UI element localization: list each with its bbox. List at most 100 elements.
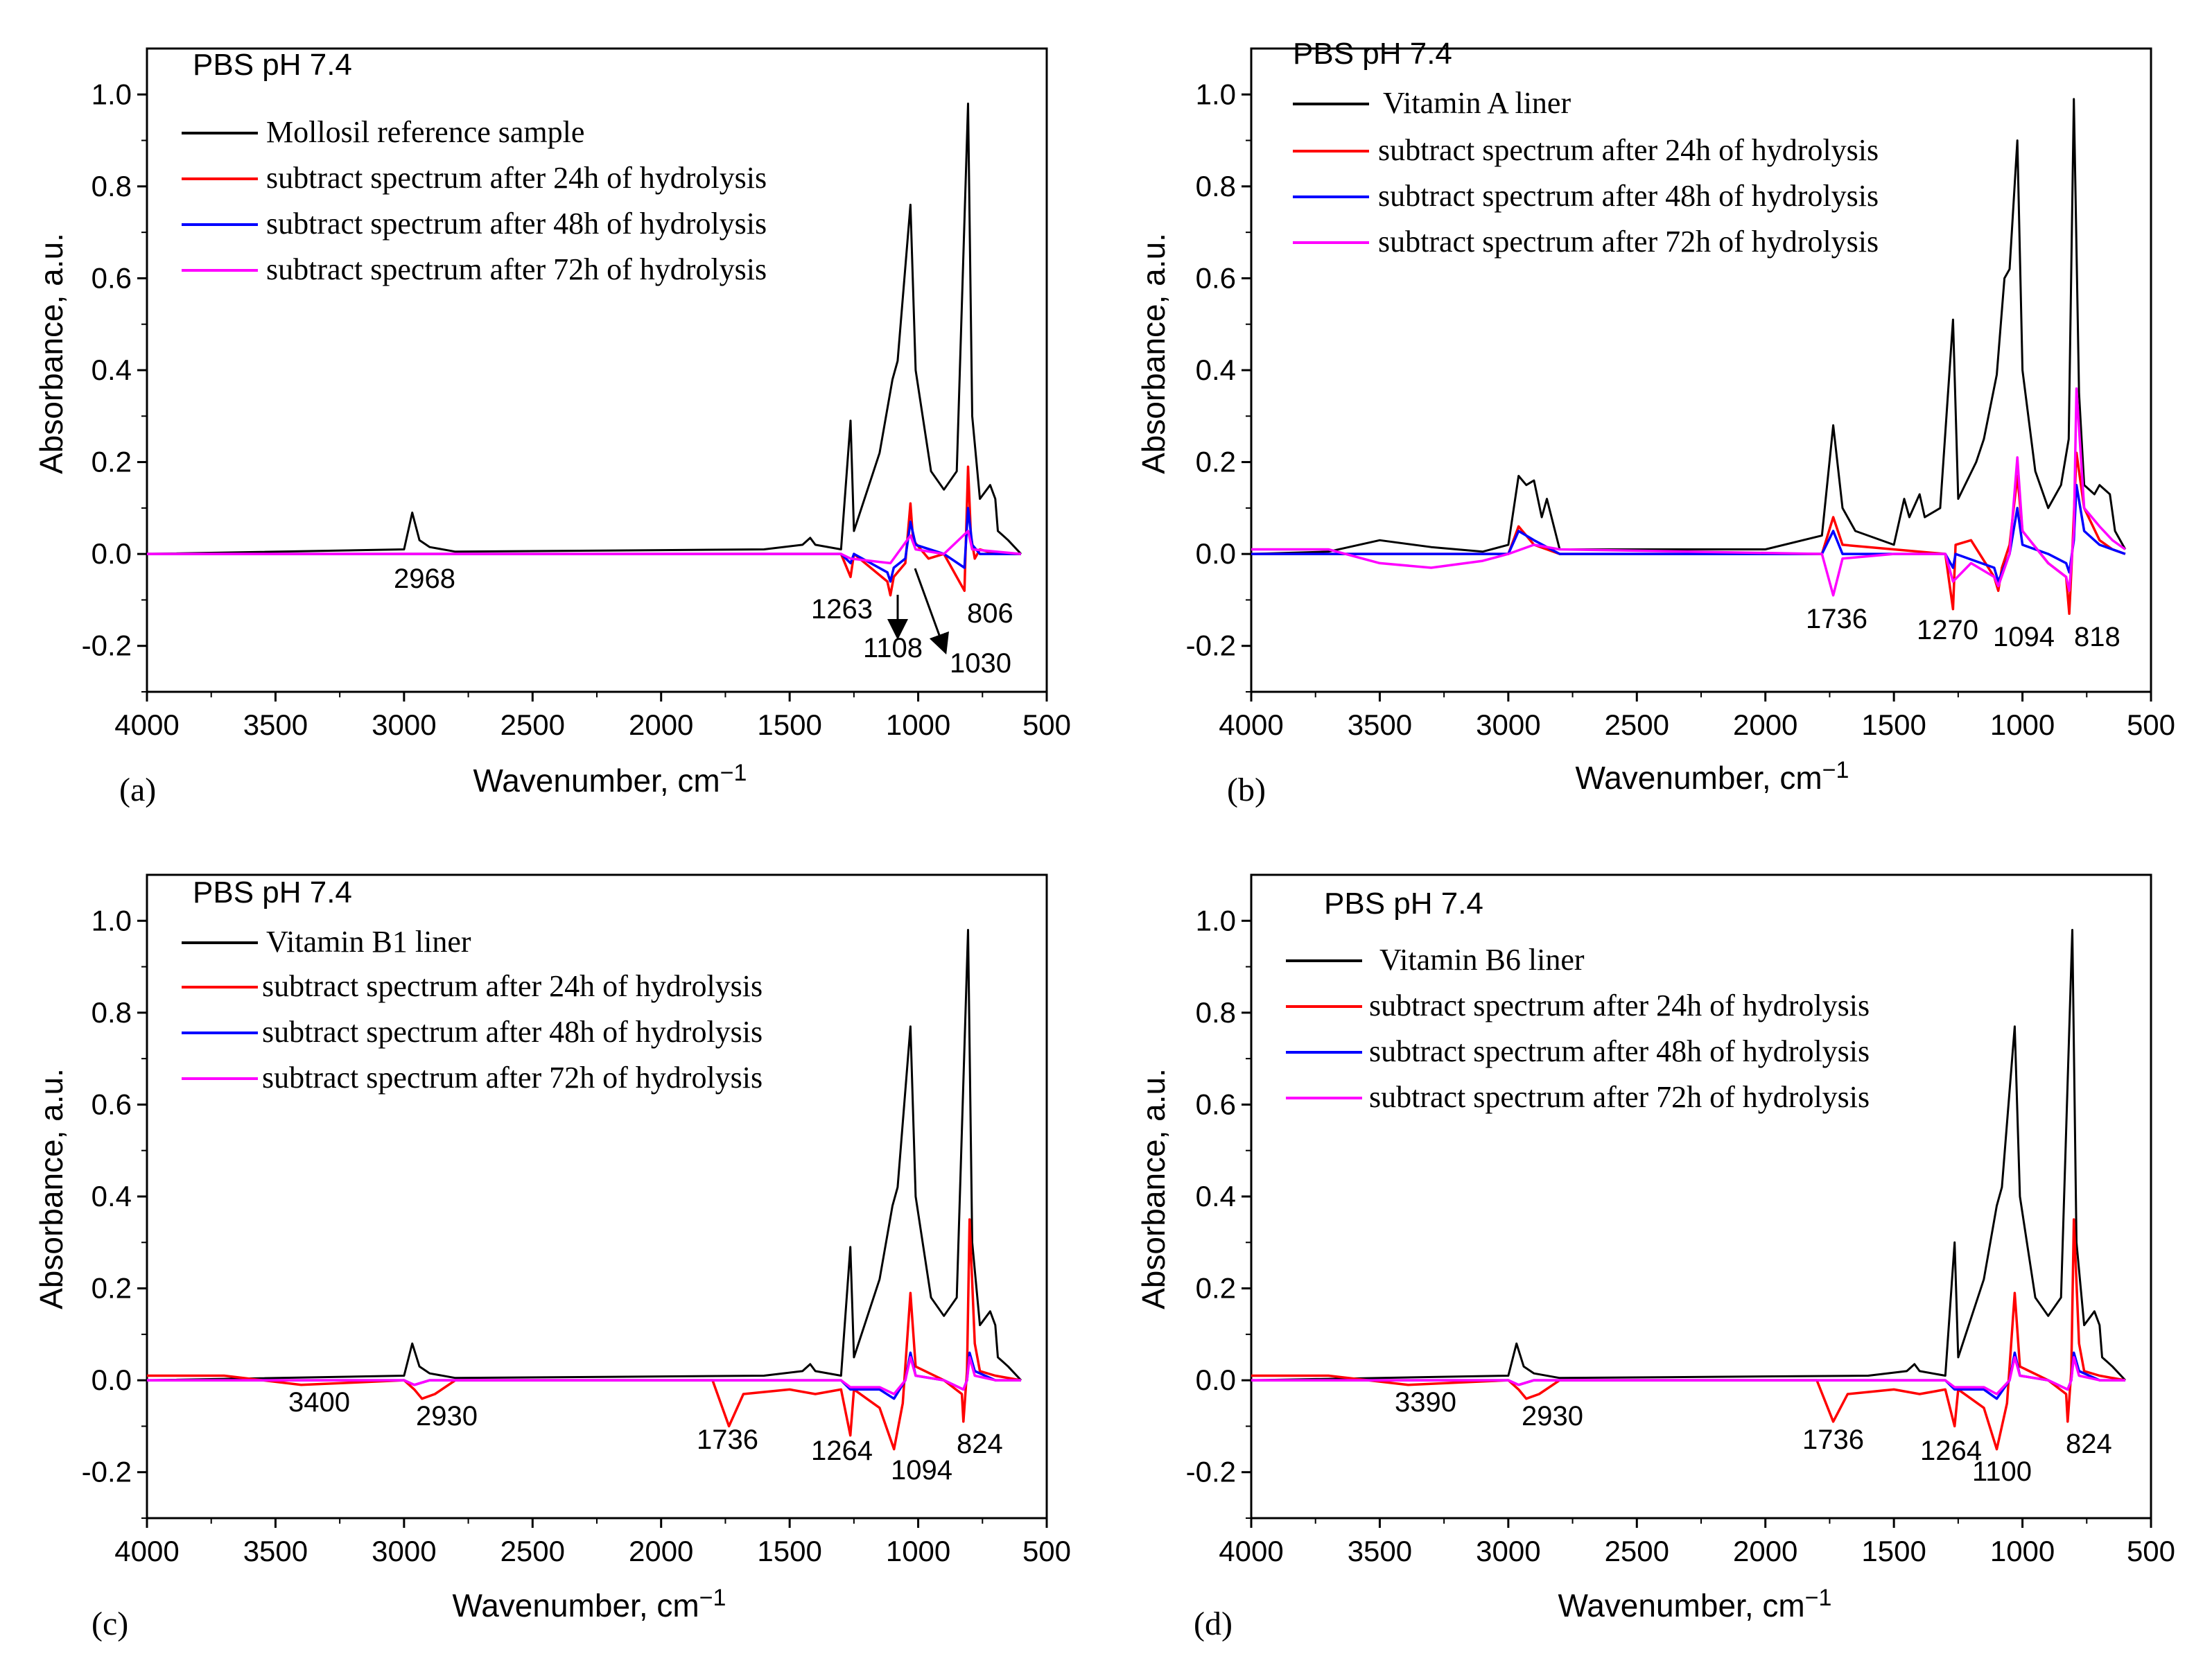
y-tick-label: 0.6 (1196, 1088, 1236, 1120)
x-tick-label: 500 (2127, 708, 2175, 741)
x-tick-label: 2500 (1605, 708, 1669, 741)
series-line-72h (147, 530, 1022, 565)
y-tick-label: 0.2 (1196, 446, 1236, 478)
x-tick-label: 1000 (886, 1535, 950, 1567)
annotation-824: 824 (957, 1429, 1003, 1459)
x-tick-label: 2500 (500, 1535, 565, 1567)
x-tick-label: 4000 (1219, 1535, 1283, 1567)
x-tick-label: 3500 (1348, 1535, 1412, 1567)
y-tick-label: 0.6 (92, 261, 132, 294)
x-tick-label: 500 (1022, 1535, 1071, 1567)
legend-label-48h: subtract spectrum after 48h of hydrolysi… (266, 207, 767, 241)
series-line-reference (146, 929, 1022, 1382)
y-tick-label: 1.0 (1196, 904, 1236, 937)
series-line-72h (1251, 1356, 2125, 1395)
annotation-1264: 1264 (811, 1436, 873, 1466)
annotation-1094: 1094 (1993, 622, 2055, 652)
series-line-48h (1251, 483, 2126, 583)
annotation-824: 824 (2066, 1429, 2112, 1459)
y-tick-label: 0.2 (1196, 1272, 1236, 1305)
series-line-reference (1251, 98, 2127, 555)
legend-label-48h: subtract spectrum after 48h of hydrolysi… (1378, 179, 1879, 213)
series-line-24h (147, 465, 1021, 597)
y-tick-label: 0.2 (92, 1272, 132, 1305)
x-tick-label: 1000 (886, 708, 950, 741)
panel-a-condition: PBS pH 7.4 (193, 48, 352, 82)
x-tick-label: 2500 (1605, 1535, 1669, 1567)
panel-c-condition: PBS pH 7.4 (193, 876, 352, 909)
x-tick-label: 3000 (1476, 708, 1540, 741)
x-tick-label: 4000 (1219, 708, 1283, 741)
x-tick-label: 3500 (243, 708, 308, 741)
y-tick-label: -0.2 (1186, 1456, 1236, 1488)
annotation-1736: 1736 (697, 1425, 758, 1455)
panel-d-label: (d) (1194, 1605, 1233, 1642)
panel-b-condition: PBS pH 7.4 (1293, 37, 1452, 71)
x-tick-label: 2500 (500, 708, 565, 741)
panel-c: 4000 3500 3000 2500 2000 1500 1000 500 -0.2 0.0 0.… (33, 873, 1071, 1642)
x-tick-label: 4000 (114, 1535, 179, 1567)
panel-b-xlabel: Wavenumber, cm−1 (1576, 757, 1849, 796)
panel-b-axes: 4000 3500 3000 2500 2000 1500 1000 500 -0.2 0.0 0.… (1186, 47, 2175, 741)
panel-d-xlabel: Wavenumber, cm−1 (1558, 1585, 1832, 1623)
y-tick-label: 0.8 (1196, 170, 1236, 202)
y-tick-label: -0.2 (1186, 629, 1236, 662)
annotation-1030-arrow (914, 568, 949, 655)
series-line-72h (1251, 387, 2126, 597)
x-tick-label: 2000 (629, 708, 693, 741)
panel-b-label: (b) (1227, 772, 1266, 808)
panel-b-ylabel: Absorbance, a.u. (1135, 233, 1172, 474)
panel-a-label: (a) (119, 772, 156, 808)
annotation-1100: 1100 (1972, 1456, 2032, 1487)
panel-b: 4000 3500 3000 2500 2000 1500 1000 500 -0.2 0.0 0.… (1135, 37, 2175, 808)
legend-label-24h: subtract spectrum after 24h of hydrolysi… (1378, 133, 1879, 167)
x-tick-label: 1500 (1861, 708, 1926, 741)
series-line-48h (147, 507, 1021, 583)
y-tick-label: 1.0 (92, 78, 132, 110)
panel-a: 4000 3500 3000 2500 2000 1500 1000 500 -0.2 0.0 0.… (33, 47, 1071, 808)
panel-d-legend: Vitamin B6 liner subtract spectrum after… (1286, 943, 1870, 1114)
panel-c-ylabel: Absorbance, a.u. (33, 1068, 69, 1309)
svg-text:Absorbance, a.u.: Absorbance, a.u. (1135, 233, 1172, 474)
series-line-24h (1251, 451, 2126, 616)
y-tick-label: 0.4 (92, 1180, 132, 1212)
annotation-3400: 3400 (288, 1387, 350, 1418)
annotation-818: 818 (2074, 622, 2120, 652)
panel-c-axes: 4000 3500 3000 2500 2000 1500 1000 500 -0.2 0.0 0.… (82, 873, 1071, 1567)
x-tick-label: 3000 (372, 708, 436, 741)
panel-c-label: (c) (92, 1605, 128, 1642)
legend-label-24h: subtract spectrum after 24h of hydrolysi… (262, 969, 763, 1003)
svg-text:Absorbance, a.u.: Absorbance, a.u. (33, 1068, 69, 1309)
y-tick-label: 0.6 (92, 1088, 132, 1120)
y-tick-label: 0.4 (1196, 1180, 1236, 1212)
series-line-reference (1251, 929, 2126, 1382)
panel-a-legend: Mollosil reference sample subtract spect… (182, 115, 767, 286)
x-tick-label: 3500 (1348, 708, 1412, 741)
annotation-1270: 1270 (1917, 615, 1978, 645)
x-tick-label: 3000 (372, 1535, 436, 1567)
y-tick-label: 1.0 (92, 904, 132, 937)
panel-d: 4000 3500 3000 2500 2000 1500 1000 500 -0.2 0.0 0.… (1135, 873, 2175, 1642)
y-tick-label: 0.0 (1196, 1364, 1236, 1396)
panel-d-axes: 4000 3500 3000 2500 2000 1500 1000 500 -0.2 0.0 0.… (1186, 873, 2175, 1567)
panel-d-ylabel: Absorbance, a.u. (1135, 1068, 1172, 1309)
annotation-2930: 2930 (416, 1401, 478, 1431)
y-tick-label: 0.8 (92, 170, 132, 202)
panel-a-axes: 4000 3500 3000 2500 2000 1500 1000 500 -0.2 0.0 0.… (82, 47, 1071, 741)
annotation-1264: 1264 (1920, 1436, 1982, 1466)
series-line-24h (147, 1218, 1022, 1451)
y-tick-label: 0.4 (1196, 354, 1236, 386)
y-tick-label: 0.8 (92, 996, 132, 1029)
x-tick-label: 1500 (1861, 1535, 1926, 1567)
x-tick-label: 1500 (757, 708, 821, 741)
x-tick-label: 2000 (1733, 1535, 1797, 1567)
legend-label-24h: subtract spectrum after 24h of hydrolysi… (266, 161, 767, 195)
svg-text:Absorbance, a.u.: Absorbance, a.u. (1135, 1068, 1172, 1309)
legend-label-72h: subtract spectrum after 72h of hydrolysi… (266, 252, 767, 286)
annotation-1263: 1263 (811, 594, 873, 625)
legend-label-24h: subtract spectrum after 24h of hydrolysi… (1369, 989, 1870, 1022)
panel-c-plot (146, 929, 1022, 1451)
y-tick-label: 0.0 (92, 537, 132, 570)
annotation-2930: 2930 (1522, 1401, 1583, 1431)
series-line-24h (1251, 1218, 2126, 1451)
